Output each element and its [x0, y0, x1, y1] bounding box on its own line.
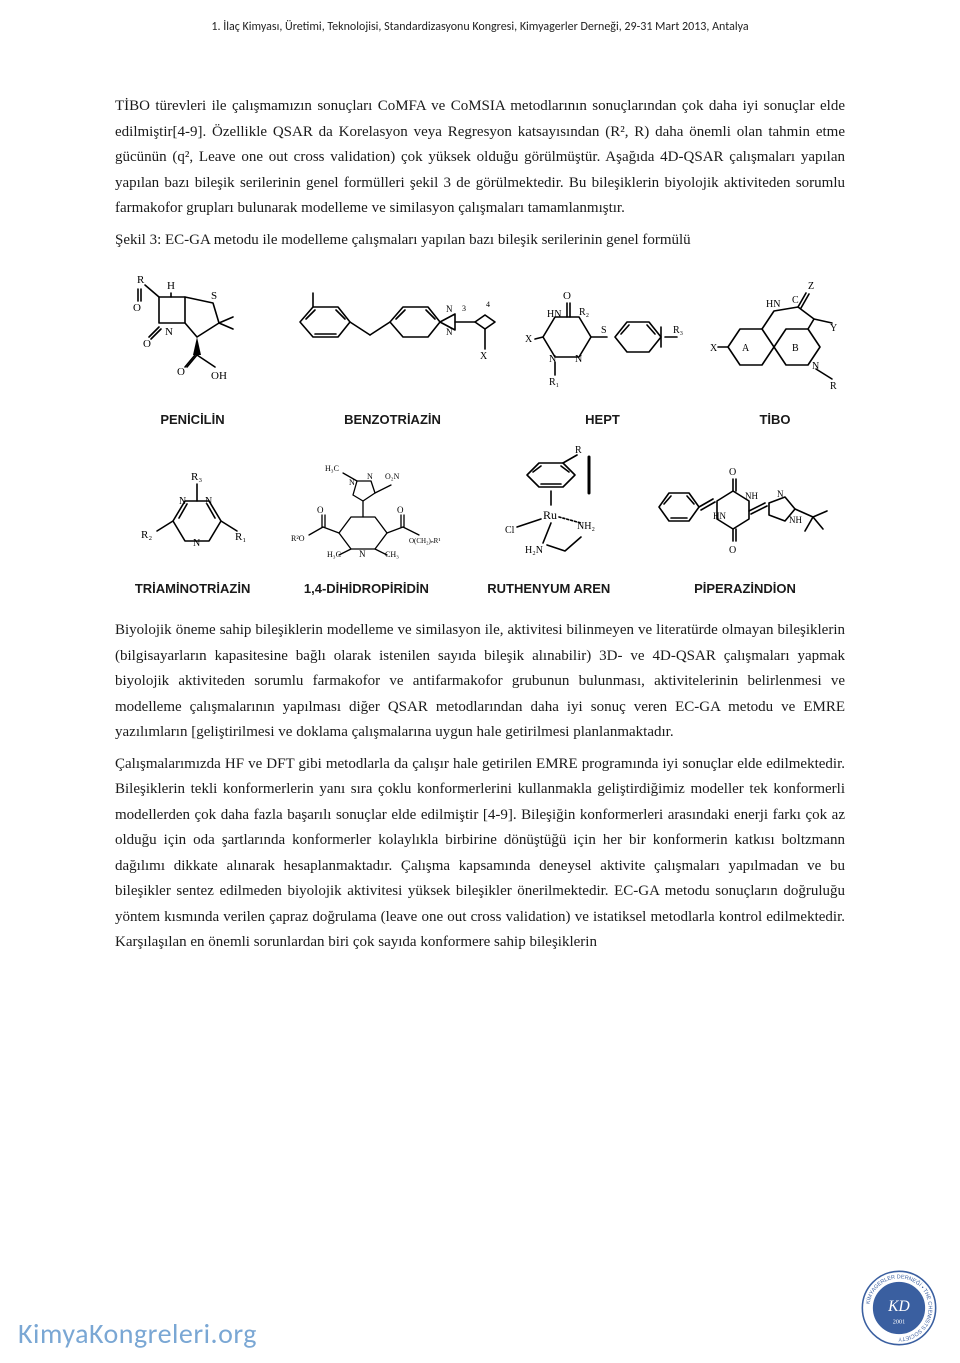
svg-text:N: N [575, 354, 582, 365]
dihydro-icon: N H₃C CH₃ O R²O O O [281, 441, 451, 571]
svg-text:O: O [729, 545, 736, 556]
hept-icon: N N O HN X R₁ S R₂ [515, 267, 690, 402]
page: 1. İlaç Kimyası, Üretimi, Teknolojisi, S… [0, 0, 960, 1363]
svg-text:NH₂: NH₂ [577, 521, 595, 532]
figure-3-caption: Şekil 3: EC-GA metodu ile modelleme çalı… [115, 228, 845, 254]
label-benzotriazin: BENZOTRİAZİN [344, 412, 441, 427]
benzotriazin-icon: N N 3 4 X [280, 267, 505, 402]
structure-piperazindion: HN NH O O N NH [645, 441, 845, 596]
label-triamino: TRİAMİNOTRİAZİN [135, 581, 251, 596]
svg-text:N: N [367, 472, 373, 481]
svg-text:R₂: R₂ [579, 307, 589, 318]
svg-text:A: A [742, 343, 750, 354]
paragraph-3: Çalışmalarımızda HF ve DFT gibi metodlar… [115, 752, 845, 956]
svg-text:H₂N: H₂N [525, 545, 543, 556]
structure-benzotriazin: N N 3 4 X BENZOTRİAZİN [280, 267, 505, 427]
structure-tibo: A B X C HN Z Y N R [700, 267, 850, 427]
svg-text:4: 4 [486, 300, 490, 309]
svg-text:C: C [792, 295, 799, 306]
structure-triamino: N N N R₃ R₂ R₁ TRİAMİNOTRİAZİN [115, 446, 270, 596]
svg-text:NH: NH [789, 515, 802, 525]
svg-text:O: O [177, 366, 185, 378]
svg-text:O: O [317, 505, 324, 515]
svg-text:H₃C: H₃C [325, 464, 339, 473]
running-header: 1. İlaç Kimyası, Üretimi, Teknolojisi, S… [115, 20, 845, 34]
svg-text:N: N [179, 496, 186, 507]
svg-text:3: 3 [462, 304, 466, 313]
figure-row-1: R O H N O S [115, 267, 845, 427]
svg-text:R₁: R₁ [549, 377, 559, 388]
svg-text:O₂N: O₂N [385, 472, 400, 481]
svg-text:S: S [211, 290, 217, 302]
svg-text:Ru: Ru [543, 508, 557, 522]
svg-text:O: O [397, 505, 404, 515]
paragraph-2: Biyolojik öneme sahip bileşiklerin model… [115, 618, 845, 746]
svg-text:R₂: R₂ [141, 529, 152, 541]
svg-text:HN: HN [713, 511, 726, 521]
triamino-icon: N N N R₃ R₂ R₁ [123, 446, 263, 571]
svg-text:H: H [167, 280, 175, 292]
svg-text:OH: OH [211, 370, 227, 382]
svg-text:B: B [792, 343, 799, 354]
svg-text:R: R [137, 274, 145, 286]
svg-text:R: R [575, 445, 582, 456]
seal-initials: KD [887, 1298, 910, 1315]
figure-row-2: N N N R₃ R₂ R₁ TRİAMİNOTRİAZİN [115, 441, 845, 596]
svg-text:HN: HN [547, 309, 561, 320]
svg-text:O: O [563, 290, 571, 302]
svg-text:R₃: R₃ [673, 325, 683, 336]
svg-text:X: X [525, 334, 533, 345]
label-dihydro: 1,4-DİHİDROPİRİDİN [304, 581, 429, 596]
svg-text:O: O [729, 467, 736, 478]
svg-text:N: N [777, 489, 784, 499]
svg-text:O: O [143, 338, 151, 350]
svg-text:Y: Y [830, 323, 837, 334]
structure-hept: N N O HN X R₁ S R₂ [515, 267, 690, 427]
svg-text:S: S [601, 325, 607, 336]
seal-year: 2001 [893, 1319, 905, 1326]
society-seal-icon: KİMYAGERLER DERNEĞİ • THE CHEMISTS SOCIE… [860, 1269, 938, 1347]
structure-dihydro: N H₃C CH₃ O R²O O O [280, 441, 452, 596]
structure-ruthenyum: R Ru Cl NH₂ H₂N [463, 441, 635, 596]
penicilin-icon: R O H N O S [115, 267, 270, 402]
label-ruthenyum: RUTHENYUM AREN [487, 581, 610, 596]
svg-text:X: X [710, 343, 718, 354]
svg-text:N: N [446, 327, 453, 337]
svg-text:O: O [133, 302, 141, 314]
svg-text:X: X [480, 351, 488, 362]
svg-text:R₁: R₁ [235, 531, 246, 543]
svg-text:Z: Z [808, 281, 814, 292]
label-piperazindion: PİPERAZİNDİON [694, 581, 796, 596]
svg-text:N: N [165, 326, 173, 338]
svg-text:R₃: R₃ [191, 471, 202, 483]
svg-text:Cl: Cl [505, 525, 515, 536]
footer-url: KimyaKongreleri.org [18, 1316, 257, 1351]
svg-text:HN: HN [766, 299, 780, 310]
svg-text:R²O: R²O [291, 534, 305, 543]
ruthenyum-icon: R Ru Cl NH₂ H₂N [469, 441, 629, 571]
label-tibo: TİBO [759, 412, 790, 427]
svg-text:R: R [830, 381, 837, 392]
svg-text:N: N [446, 304, 453, 314]
svg-text:O(CH₂)ₙR¹: O(CH₂)ₙR¹ [409, 537, 440, 545]
svg-text:N: N [193, 538, 200, 549]
label-penicilin: PENİCİLİN [160, 412, 224, 427]
piperazindion-icon: HN NH O O N NH [645, 441, 845, 571]
tibo-icon: A B X C HN Z Y N R [700, 267, 850, 402]
label-hept: HEPT [585, 412, 620, 427]
svg-text:N: N [359, 549, 366, 559]
paragraph-1: TİBO türevleri ile çalışmamızın sonuçlar… [115, 94, 845, 222]
structure-penicilin: R O H N O S [115, 267, 270, 427]
svg-text:NH: NH [745, 491, 758, 501]
